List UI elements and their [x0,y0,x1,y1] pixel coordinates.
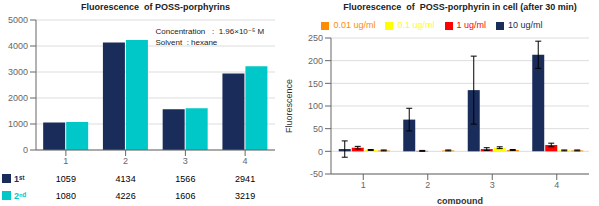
html-text:2ⁿᵈ: 2ⁿᵈ [14,190,27,201]
html-text:Fluorescence of POSS-porphyrin: Fluorescence of POSS-porphyrin in cell (… [343,2,577,12]
html-text:Fluorescence of POSS-porphyrin: Fluorescence of POSS-porphyrins [81,2,230,12]
svg-text:1: 1 [63,156,68,166]
svg-text:1000: 1000 [8,119,28,129]
html-text:2941: 2941 [235,173,256,184]
svg-text:-50: -50 [310,169,323,179]
svg-text:4: 4 [554,180,559,190]
html-text:1059: 1059 [55,173,76,184]
svg-text:compound: compound [437,196,483,204]
html-text:Concentration : 1.96×10⁻⁵ M: Concentration : 1.96×10⁻⁵ M [155,26,265,36]
svg-text:250: 250 [308,33,323,43]
svg-text:2: 2 [425,180,430,190]
svg-text:2000: 2000 [8,93,28,103]
html-text:3219: 3219 [235,190,256,201]
svg-text:50: 50 [313,124,323,134]
svg-text:0: 0 [318,147,323,157]
svg-text:200: 200 [308,56,323,66]
html-text:Solvent : hexane: Solvent : hexane [155,37,218,47]
html-text:1080: 1080 [55,190,76,201]
svg-text:3: 3 [183,156,188,166]
svg-text:Fluorescence: Fluorescence [285,79,294,133]
html-text:1 ug/ml: 1 ug/ml [456,20,486,30]
svg-text:150: 150 [308,79,323,89]
svg-text:5000: 5000 [8,15,28,25]
svg-text:3: 3 [490,180,495,190]
svg-text:0: 0 [23,145,28,155]
html-text:10 ug/ml: 10 ug/ml [508,20,543,30]
html-text:1606: 1606 [175,190,196,201]
html-text:1566: 1566 [175,173,196,184]
html-text:1ˢᵗ: 1ˢᵗ [14,173,25,184]
svg-text:4000: 4000 [8,41,28,51]
svg-text:100: 100 [308,101,323,111]
html-text:4134: 4134 [115,173,136,184]
html-text:4226: 4226 [115,190,136,201]
svg-text:3000: 3000 [8,67,28,77]
svg-text:4: 4 [243,156,248,166]
html-text:0.01 ug/ml: 0.01 ug/ml [333,20,376,30]
svg-text:2: 2 [123,156,128,166]
svg-text:1: 1 [361,180,366,190]
html-text:0.1 ug/ml: 0.1 ug/ml [397,20,435,30]
